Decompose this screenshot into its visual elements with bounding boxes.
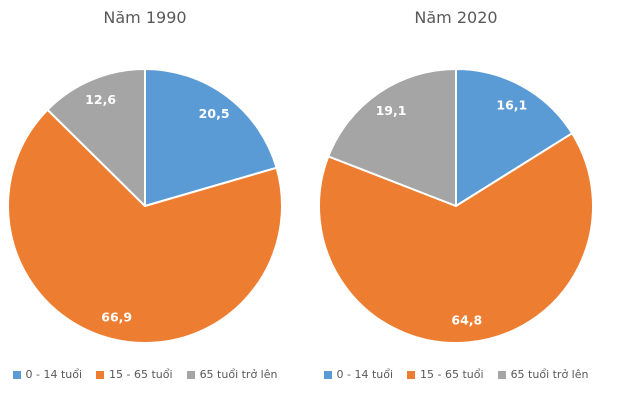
slice-value-label: 19,1 bbox=[376, 103, 407, 118]
legend-label: 65 tuổi trở lên bbox=[199, 368, 278, 381]
slice-value-label: 12,6 bbox=[85, 92, 116, 107]
legend-swatch-blue bbox=[12, 370, 21, 379]
legend-label: 65 tuổi trở lên bbox=[510, 368, 589, 381]
legend-2020: 0 - 14 tuổi 15 - 65 tuổi 65 tuổi trở lên bbox=[323, 368, 589, 381]
legend-label: 15 - 65 tuổi bbox=[109, 368, 173, 381]
chart-title-1990: Năm 1990 bbox=[103, 8, 187, 27]
legend-1990: 0 - 14 tuổi 15 - 65 tuổi 65 tuổi trở lên bbox=[12, 368, 278, 381]
legend-item-65-plus: 65 tuổi trở lên bbox=[497, 368, 589, 381]
legend-swatch-blue bbox=[323, 370, 332, 379]
legend-swatch-orange bbox=[96, 370, 105, 379]
legend-item-15-65: 15 - 65 tuổi bbox=[96, 368, 173, 381]
slice-value-label: 20,5 bbox=[199, 106, 230, 121]
slice-value-label: 16,1 bbox=[496, 97, 527, 112]
legend-label: 15 - 65 tuổi bbox=[420, 368, 484, 381]
pie-slice-blue bbox=[144, 68, 278, 207]
legend-item-65-plus: 65 tuổi trở lên bbox=[186, 368, 278, 381]
legend-swatch-gray bbox=[186, 370, 195, 379]
pie-chart-2020: Năm 2020 16,1 64,8 19,1 0 - 14 tuổi 15 - 6… bbox=[311, 0, 601, 400]
legend-item-0-14: 0 - 14 tuổi bbox=[323, 368, 394, 381]
legend-label: 0 - 14 tuổi bbox=[25, 368, 83, 381]
legend-swatch-gray bbox=[497, 370, 506, 379]
legend-swatch-orange bbox=[407, 370, 416, 379]
legend-item-15-65: 15 - 65 tuổi bbox=[407, 368, 484, 381]
pie-2020: 16,1 64,8 19,1 bbox=[318, 68, 595, 344]
pie-slice-orange bbox=[318, 132, 595, 344]
pie-chart-1990: Năm 1990 20,5 66,9 12,6 0 - 14 tuổi 15 - 6… bbox=[0, 0, 290, 400]
chart-title-2020: Năm 2020 bbox=[414, 8, 498, 27]
pie-slice-gray bbox=[46, 68, 146, 207]
pie-slice-orange bbox=[7, 108, 283, 344]
pie-slice-gray bbox=[327, 68, 457, 207]
slice-value-label: 64,8 bbox=[451, 313, 482, 328]
legend-label: 0 - 14 tuổi bbox=[336, 368, 394, 381]
legend-item-0-14: 0 - 14 tuổi bbox=[12, 368, 83, 381]
pie-slice-blue bbox=[455, 68, 574, 207]
slice-value-label: 66,9 bbox=[101, 310, 132, 325]
pie-1990: 20,5 66,9 12,6 bbox=[7, 68, 283, 344]
